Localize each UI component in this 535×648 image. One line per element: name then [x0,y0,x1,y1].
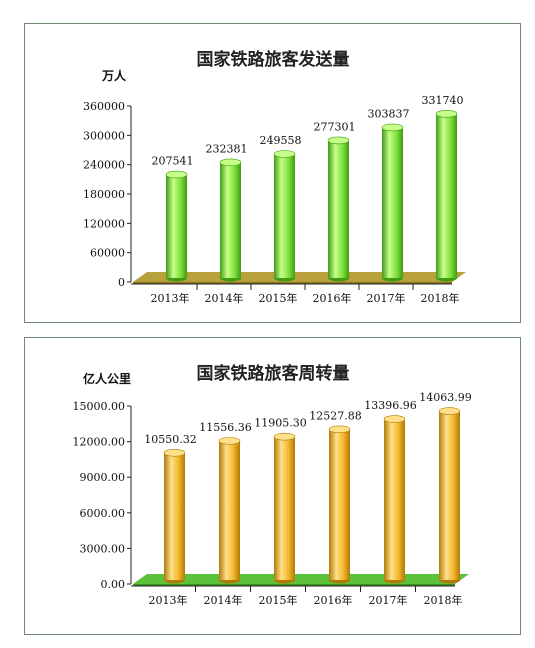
y-tick-label: 240000 [83,159,125,172]
bar-body [329,429,350,580]
bar-2013年 [165,170,188,282]
data-label: 207541 [152,155,194,168]
y-tick-label: 300000 [83,129,125,142]
y-tick-label: 180000 [83,188,125,201]
bar-top [219,158,242,167]
bar-top [383,415,406,423]
x-tick-label: 2018年 [424,593,463,607]
bar-body [274,436,295,580]
x-tick-label: 2016年 [313,291,352,305]
y-tick-label: 9000.00 [80,471,126,484]
data-label: 11905.30 [254,417,307,430]
x-tick-label: 2014年 [204,593,243,607]
y-tick-label: 120000 [83,217,125,230]
y-tick-label: 3000.00 [80,542,126,555]
data-label: 331740 [422,94,464,107]
bar-2014年 [219,158,242,282]
data-label: 277301 [314,120,356,133]
bar-top [328,425,351,434]
x-tick-label: 2015年 [259,593,298,607]
passenger-volume-chart: 国家铁路旅客发送量 万人 0 60000 120000 180000 240000 300… [83,49,466,305]
bar-2015年 [273,432,296,584]
y-tick-label: 0.00 [101,578,126,591]
bar-2016年 [328,425,351,584]
bar-2014年 [218,437,241,584]
bar-2016年 [327,136,350,282]
data-label: 12527.88 [309,409,362,422]
bar-top [218,437,241,445]
bar-body [436,113,457,278]
data-label: 11556.36 [199,421,252,434]
bar-top [165,170,188,179]
bar-2017年 [381,123,404,282]
y-tick-label: 360000 [83,100,125,113]
data-label: 232381 [206,142,248,155]
x-tick-label: 2013年 [149,593,188,607]
y-axis-unit-label: 万人 [101,68,127,83]
x-tick-label: 2016年 [314,593,353,607]
data-label: 249558 [260,134,302,147]
bar-body [164,452,185,580]
bar-body [384,419,405,580]
bar-body [220,162,241,278]
chart-panel-passenger-volume: 国家铁路旅客发送量 万人 0 60000 120000 180000 240000 300… [24,23,521,323]
bar-top [273,432,296,441]
chart-panel-passenger-turnover: 国家铁路旅客周转量 亿人公里 0.00 3000.00 6000.00 9000.00… [24,337,521,635]
bar-body [382,127,403,279]
y-tick-label: 60000 [90,247,125,260]
bar-2018年 [435,110,458,282]
x-tick-label: 2015年 [259,291,298,305]
y-tick-label: 6000.00 [80,507,126,520]
bar-top [327,136,350,145]
bar-2013年 [163,449,186,584]
bar-body [328,140,349,278]
chart-title: 国家铁路旅客周转量 [197,363,350,384]
bar-top [438,407,461,415]
y-tick-label: 0 [118,276,125,289]
y-axis-unit-label: 亿人公里 [83,371,131,386]
x-tick-label: 2017年 [369,593,408,607]
data-label: 303837 [368,107,410,120]
bar-body [274,153,295,278]
data-label: 13396.96 [364,399,417,412]
x-tick-label: 2013年 [151,291,190,305]
bar-top [381,123,404,132]
y-tick-label: 12000.00 [73,436,126,449]
bar-body [166,174,187,278]
x-tick-label: 2014年 [205,291,244,305]
plot-area: 0.00 3000.00 6000.00 9000.00 12000.00 15000.0… [73,391,472,607]
bar-2018年 [438,407,461,584]
bar-top [163,449,186,457]
bar-body [219,440,240,580]
bar-top [273,150,296,158]
plot-area: 0 60000 120000 180000 240000 300000 360000 2075… [83,94,466,305]
bar-2017年 [383,415,406,584]
chart-title: 国家铁路旅客发送量 [197,49,350,70]
data-label: 14063.99 [419,391,472,404]
data-label: 10550.32 [144,433,197,446]
y-tick-label: 15000.00 [73,400,126,413]
x-tick-label: 2017年 [367,291,406,305]
bar-body [439,411,460,580]
bar-top [435,110,458,118]
bar-2015年 [273,150,296,282]
x-tick-label: 2018年 [421,291,460,305]
passenger-turnover-chart: 国家铁路旅客周转量 亿人公里 0.00 3000.00 6000.00 9000.00… [73,363,472,607]
